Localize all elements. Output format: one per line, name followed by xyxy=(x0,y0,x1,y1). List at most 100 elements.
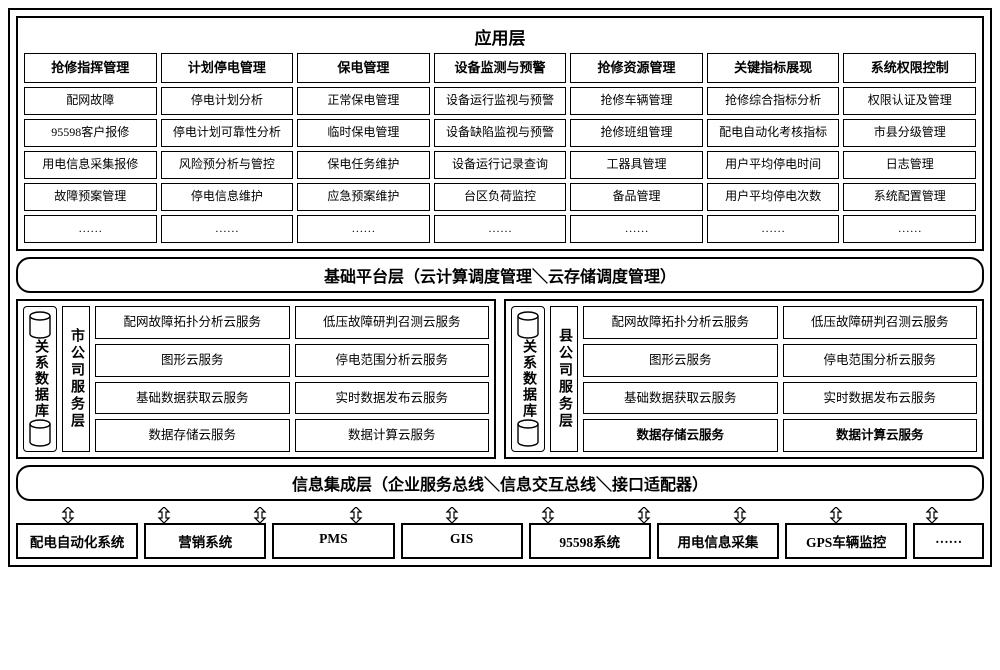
database-icon xyxy=(516,419,540,447)
platform-layer-bar: 基础平台层（云计算调度管理＼云存储调度管理） xyxy=(16,257,984,293)
app-cell: 停电计划分析 xyxy=(161,87,294,115)
service-cell: 图形云服务 xyxy=(95,344,290,377)
app-cell: 风险预分析与管控 xyxy=(161,151,294,179)
app-cell: 停电计划可靠性分析 xyxy=(161,119,294,147)
service-grid: 配网故障拓扑分析云服务低压故障研判召测云服务图形云服务停电范围分析云服务基础数据… xyxy=(583,306,977,452)
connector-arrow xyxy=(253,507,267,523)
service-cell: 数据计算云服务 xyxy=(295,419,490,452)
app-cell: …… xyxy=(434,215,567,243)
external-system: 95598系统 xyxy=(529,523,651,559)
up-down-arrow-icon xyxy=(157,507,171,523)
app-layer-grid: 抢修指挥管理计划停电管理保电管理设备监测与预警抢修资源管理关键指标展现系统权限控… xyxy=(24,53,976,243)
service-cell: 数据存储云服务 xyxy=(583,419,778,452)
connector-arrow xyxy=(829,507,843,523)
app-cell: 系统配置管理 xyxy=(843,183,976,211)
app-column-header: 保电管理 xyxy=(297,53,430,83)
service-cell: 低压故障研判召测云服务 xyxy=(295,306,490,339)
external-system: …… xyxy=(913,523,984,559)
service-cell: 基础数据获取云服务 xyxy=(583,382,778,415)
database-icon xyxy=(516,311,540,339)
service-layer-label-box: 县公司服务层 xyxy=(550,306,578,452)
application-layer: 应用层 抢修指挥管理计划停电管理保电管理设备监测与预警抢修资源管理关键指标展现系… xyxy=(16,16,984,251)
app-cell: …… xyxy=(161,215,294,243)
app-cell: 保电任务维护 xyxy=(297,151,430,179)
connector-arrows-row xyxy=(16,507,984,523)
app-cell: …… xyxy=(570,215,703,243)
external-system: 营销系统 xyxy=(144,523,266,559)
service-cell: 数据计算云服务 xyxy=(783,419,978,452)
app-cell: 抢修综合指标分析 xyxy=(707,87,840,115)
service-cell: 图形云服务 xyxy=(583,344,778,377)
service-cell: 基础数据获取云服务 xyxy=(95,382,290,415)
up-down-arrow-icon xyxy=(541,507,555,523)
connector-arrow xyxy=(349,507,363,523)
external-system: GIS xyxy=(401,523,523,559)
app-cell: 用户平均停电次数 xyxy=(707,183,840,211)
connector-arrow xyxy=(61,507,75,523)
app-cell: 用电信息采集报修 xyxy=(24,151,157,179)
app-cell: 故障预案管理 xyxy=(24,183,157,211)
external-system: GPS车辆监控 xyxy=(785,523,907,559)
service-cell: 配网故障拓扑分析云服务 xyxy=(583,306,778,339)
database-icon xyxy=(28,419,52,447)
up-down-arrow-icon xyxy=(253,507,267,523)
external-system: 配电自动化系统 xyxy=(16,523,138,559)
app-cell: …… xyxy=(843,215,976,243)
service-cell: 实时数据发布云服务 xyxy=(295,382,490,415)
connector-arrow xyxy=(445,507,459,523)
db-label: 关系数据库 xyxy=(30,339,50,419)
app-column-header: 设备监测与预警 xyxy=(434,53,567,83)
connector-arrow xyxy=(925,507,939,523)
up-down-arrow-icon xyxy=(829,507,843,523)
external-system: 用电信息采集 xyxy=(657,523,779,559)
app-column-header: 计划停电管理 xyxy=(161,53,294,83)
integration-layer-bar: 信息集成层（企业服务总线＼信息交互总线＼接口适配器） xyxy=(16,465,984,501)
company-block: 关系数据库县公司服务层配网故障拓扑分析云服务低压故障研判召测云服务图形云服务停电… xyxy=(504,299,984,459)
app-column-header: 关键指标展现 xyxy=(707,53,840,83)
app-cell: …… xyxy=(297,215,430,243)
app-cell: 正常保电管理 xyxy=(297,87,430,115)
app-cell: 停电信息维护 xyxy=(161,183,294,211)
app-cell: 抢修班组管理 xyxy=(570,119,703,147)
app-cell: 用户平均停电时间 xyxy=(707,151,840,179)
service-cell: 实时数据发布云服务 xyxy=(783,382,978,415)
app-cell: 工器具管理 xyxy=(570,151,703,179)
app-cell: 临时保电管理 xyxy=(297,119,430,147)
app-cell: 应急预案维护 xyxy=(297,183,430,211)
app-cell: 日志管理 xyxy=(843,151,976,179)
app-cell: 备品管理 xyxy=(570,183,703,211)
company-block: 关系数据库市公司服务层配网故障拓扑分析云服务低压故障研判召测云服务图形云服务停电… xyxy=(16,299,496,459)
app-column-header: 抢修资源管理 xyxy=(570,53,703,83)
app-cell: 台区负荷监控 xyxy=(434,183,567,211)
up-down-arrow-icon xyxy=(349,507,363,523)
relational-db: 关系数据库 xyxy=(511,306,545,452)
app-column-header: 抢修指挥管理 xyxy=(24,53,157,83)
service-cell: 配网故障拓扑分析云服务 xyxy=(95,306,290,339)
app-cell: 配电自动化考核指标 xyxy=(707,119,840,147)
connector-arrow xyxy=(637,507,651,523)
up-down-arrow-icon xyxy=(637,507,651,523)
up-down-arrow-icon xyxy=(445,507,459,523)
diagram-root: 应用层 抢修指挥管理计划停电管理保电管理设备监测与预警抢修资源管理关键指标展现系… xyxy=(8,8,992,567)
app-cell: 设备缺陷监视与预警 xyxy=(434,119,567,147)
app-cell: 配网故障 xyxy=(24,87,157,115)
connector-arrow xyxy=(733,507,747,523)
service-cell: 数据存储云服务 xyxy=(95,419,290,452)
db-label: 关系数据库 xyxy=(518,339,538,419)
relational-db: 关系数据库 xyxy=(23,306,57,452)
app-column-header: 系统权限控制 xyxy=(843,53,976,83)
service-grid: 配网故障拓扑分析云服务低压故障研判召测云服务图形云服务停电范围分析云服务基础数据… xyxy=(95,306,489,452)
service-cell: 低压故障研判召测云服务 xyxy=(783,306,978,339)
app-cell: 抢修车辆管理 xyxy=(570,87,703,115)
service-cell: 停电范围分析云服务 xyxy=(295,344,490,377)
app-cell: …… xyxy=(707,215,840,243)
connector-arrow xyxy=(157,507,171,523)
app-layer-title: 应用层 xyxy=(24,22,976,53)
database-icon xyxy=(28,311,52,339)
app-cell: 95598客户报修 xyxy=(24,119,157,147)
service-cell: 停电范围分析云服务 xyxy=(783,344,978,377)
company-service-row: 关系数据库市公司服务层配网故障拓扑分析云服务低压故障研判召测云服务图形云服务停电… xyxy=(16,299,984,459)
service-layer-label: 市公司服务层 xyxy=(66,328,86,430)
app-cell: 设备运行监视与预警 xyxy=(434,87,567,115)
app-cell: 权限认证及管理 xyxy=(843,87,976,115)
